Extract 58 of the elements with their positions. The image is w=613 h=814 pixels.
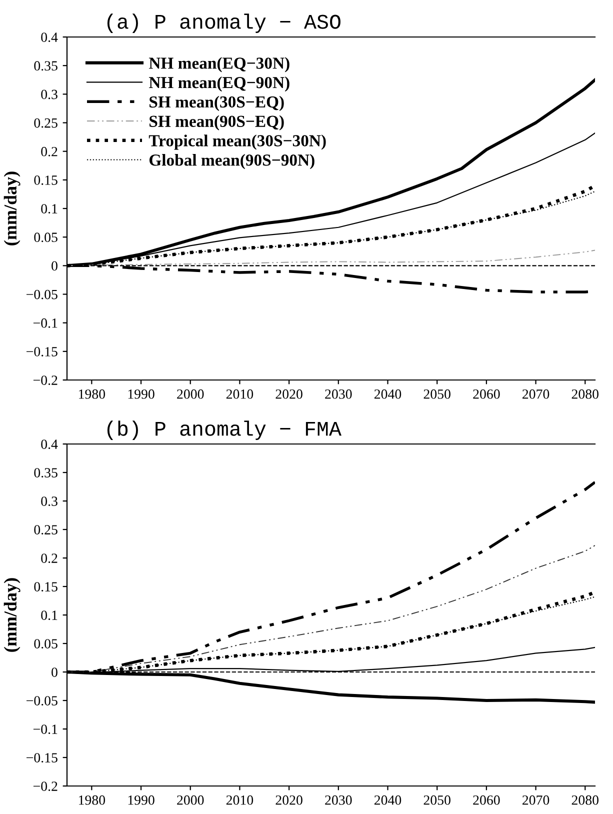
y-tick-label: 0.1 — [41, 204, 58, 214]
y-tick-label: −0.15 — [26, 753, 58, 763]
x-tick-label: 2010 — [226, 389, 254, 399]
y-tick-label: 0.2 — [41, 554, 58, 564]
y-tick-label: −0.05 — [26, 696, 58, 706]
y-tick-label: 0.15 — [34, 582, 58, 592]
y-tick-label: 0.35 — [34, 468, 58, 478]
x-tick-label: 2040 — [374, 795, 402, 805]
x-tick-label: 2070 — [522, 389, 550, 399]
y-tick-label: 0.25 — [34, 525, 58, 535]
chart-title: (a) P anomaly − ASO — [107, 14, 340, 33]
legend-label: Tropical mean(30S−30N) — [148, 134, 326, 150]
y-axis-title: (mm/day) — [4, 578, 20, 652]
legend-label: Global mean(90S−90N) — [149, 154, 314, 170]
x-tick-label: 2060 — [473, 389, 500, 399]
chart-title: (b) P anomaly − FMA — [107, 420, 342, 440]
x-tick-label: 2040 — [374, 389, 402, 399]
y-tick-label: 0.2 — [41, 146, 58, 156]
x-tick-label: 2020 — [276, 795, 302, 805]
y-tick-label: 0.05 — [34, 639, 58, 649]
y-tick-label: 0.1 — [41, 610, 58, 620]
x-tick-label: 2030 — [325, 795, 352, 805]
x-tick-label: 1990 — [128, 795, 154, 805]
x-tick-label: 1980 — [79, 795, 106, 805]
x-tick-label: 2080 — [572, 389, 598, 399]
x-tick-label: 2000 — [177, 795, 204, 805]
legend-label: SH mean(30S−EQ) — [150, 96, 284, 111]
x-tick-label: 2030 — [325, 389, 352, 399]
y-tick-label: −0.1 — [33, 318, 58, 328]
y-tick-label: 0.15 — [34, 176, 58, 185]
y-tick-label: −0.05 — [26, 290, 58, 300]
y-tick-label: 0.4 — [41, 32, 58, 42]
x-tick-label: 2010 — [226, 795, 254, 805]
y-tick-label: 0.3 — [41, 496, 58, 506]
legend-label: SH mean(90S−EQ) — [150, 115, 284, 130]
y-tick-label: 0.05 — [34, 232, 58, 242]
x-tick-label: 2080 — [572, 795, 598, 805]
y-tick-label: −0.2 — [33, 376, 58, 386]
y-tick-label: −0.1 — [33, 724, 58, 734]
y-tick-label: 0.35 — [34, 61, 58, 71]
x-tick-label: 2070 — [522, 795, 550, 805]
x-tick-label: 2050 — [424, 795, 450, 805]
y-tick-label: 0.3 — [41, 90, 58, 100]
y-tick-label: 0 — [52, 668, 58, 677]
y-tick-label: −0.15 — [26, 347, 58, 356]
y-tick-label: −0.2 — [33, 782, 58, 792]
x-tick-label: 2000 — [177, 389, 204, 399]
legend-label: NH mean(EQ−30N) — [148, 57, 290, 72]
x-tick-label: 2050 — [424, 389, 450, 399]
legend-label: NH mean(EQ−90N) — [148, 76, 290, 92]
x-tick-label: 1980 — [79, 389, 106, 399]
x-tick-label: 2060 — [473, 795, 500, 805]
y-tick-label: 0.25 — [34, 118, 58, 128]
y-axis-title: (mm/day) — [4, 172, 20, 246]
x-tick-label: 1990 — [128, 389, 154, 399]
y-tick-label: 0 — [52, 261, 58, 271]
y-tick-label: 0.4 — [41, 440, 58, 450]
x-tick-label: 2020 — [276, 389, 302, 399]
